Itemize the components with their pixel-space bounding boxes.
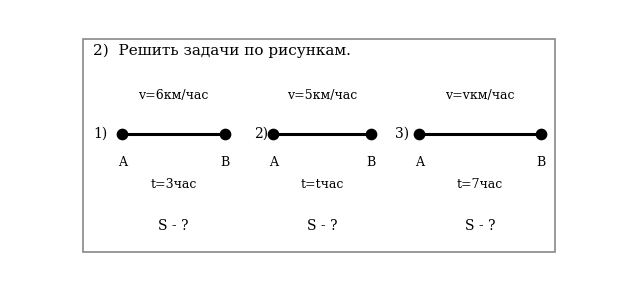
FancyBboxPatch shape <box>84 39 556 252</box>
Text: v=5км/час: v=5км/час <box>287 89 357 102</box>
Point <box>220 131 230 136</box>
Point <box>414 131 425 136</box>
Text: v=6км/час: v=6км/час <box>138 89 208 102</box>
Point <box>268 131 278 136</box>
Text: S - ?: S - ? <box>306 219 337 233</box>
Text: 1): 1) <box>93 127 107 141</box>
Text: t=3час: t=3час <box>150 178 197 191</box>
Text: A: A <box>269 156 278 169</box>
Point <box>117 131 127 136</box>
Text: B: B <box>536 156 546 169</box>
Text: 3): 3) <box>395 127 409 141</box>
Text: v=vкм/час: v=vкм/час <box>445 89 515 102</box>
Text: B: B <box>220 156 229 169</box>
Text: A: A <box>414 156 424 169</box>
Text: 2)  Решить задачи по рисункам.: 2) Решить задачи по рисункам. <box>93 44 351 58</box>
Text: A: A <box>118 156 127 169</box>
Text: B: B <box>366 156 375 169</box>
Text: S - ?: S - ? <box>158 219 188 233</box>
Text: S - ?: S - ? <box>465 219 495 233</box>
Text: t=7час: t=7час <box>457 178 503 191</box>
Point <box>365 131 376 136</box>
Text: 2): 2) <box>254 127 268 141</box>
Text: t=tчас: t=tчас <box>300 178 344 191</box>
Point <box>536 131 546 136</box>
